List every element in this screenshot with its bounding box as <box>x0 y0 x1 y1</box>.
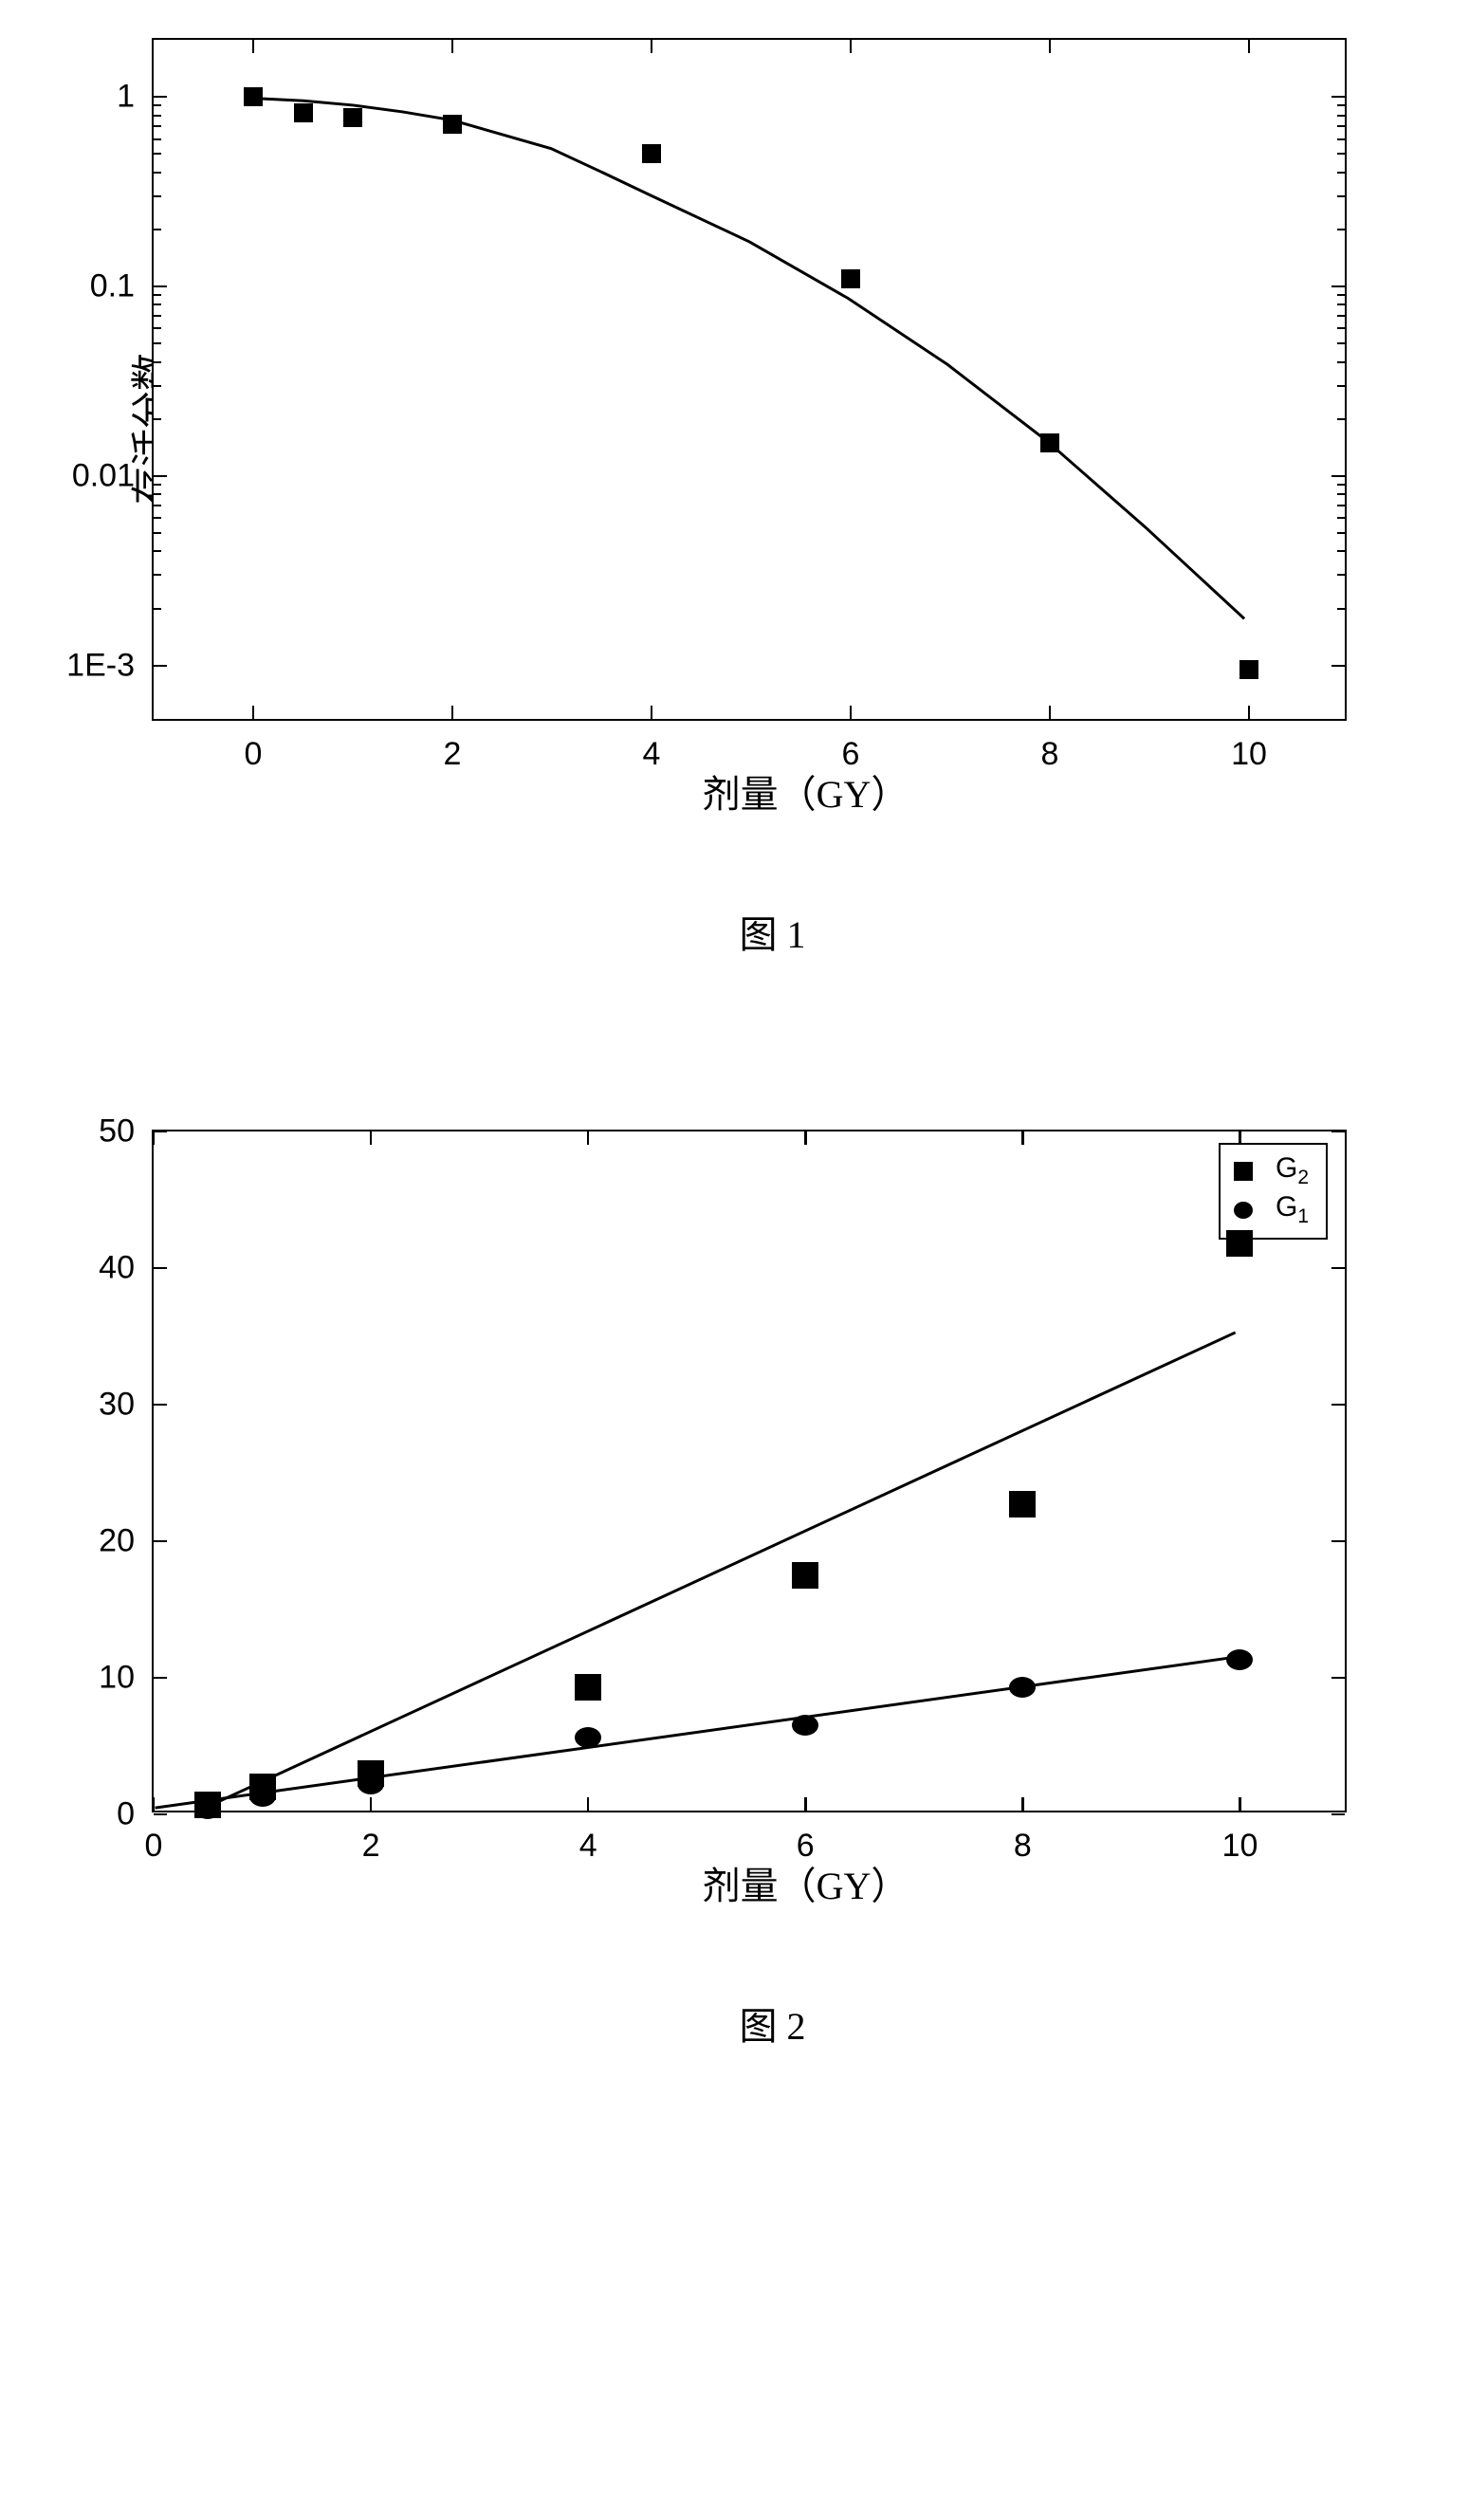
square-marker-icon <box>1234 1162 1253 1181</box>
chart-2-g1-point <box>249 1786 276 1807</box>
chart-2-g1-point <box>575 1727 601 1748</box>
chart-2-xtick-label: 8 <box>1014 1811 1032 1865</box>
chart-1-curve <box>154 40 1345 719</box>
chart-2-ytick-label: 30 <box>99 1387 154 1424</box>
chart-2-g1-point <box>1226 1649 1253 1670</box>
chart-2-ytick-label: 0 <box>117 1796 154 1833</box>
chart-2-ytick-label: 50 <box>99 1113 154 1150</box>
chart-2-xtick-label: 6 <box>797 1811 815 1865</box>
chart-2-plot-area: G2G1 024681001020304050 <box>152 1130 1347 1812</box>
chart-2-legend: G2G1 <box>1219 1143 1328 1240</box>
chart-1-xtick-label: 8 <box>1041 719 1059 773</box>
chart-1-xlabel: 剂量（GY） <box>228 763 1384 819</box>
chart-2-g2-point <box>1009 1491 1036 1518</box>
chart-2-xtick-label: 4 <box>579 1811 597 1865</box>
chart-1-data-point <box>841 269 860 288</box>
chart-1-data-point <box>642 144 661 163</box>
chart-1-xtick-label: 6 <box>842 719 860 773</box>
chart-2-xtick-label: 2 <box>362 1811 380 1865</box>
legend-label: G1 <box>1276 1191 1309 1228</box>
chart-2-g2-point <box>575 1674 601 1701</box>
figure-1-caption: 图 1 <box>133 904 1412 959</box>
chart-1-xtick-label: 10 <box>1231 719 1267 773</box>
circle-marker-icon <box>1234 1202 1253 1219</box>
chart-2-xtick-label: 10 <box>1222 1811 1258 1865</box>
chart-1-data-point <box>1239 660 1258 679</box>
chart-1-xtick-label: 4 <box>643 719 661 773</box>
chart-1-data-point <box>443 115 462 134</box>
chart-2-ytick-label: 20 <box>99 1523 154 1560</box>
chart-2-g1-point <box>194 1798 221 1819</box>
chart-2-g2-point <box>792 1562 818 1589</box>
chart-2-g1-point <box>792 1715 818 1736</box>
chart-2-ytick-label: 10 <box>99 1660 154 1697</box>
chart-1-plot-area: 024681010.10.011E-3 <box>152 38 1347 721</box>
chart-1-ytick-label: 1E-3 <box>66 647 154 684</box>
figure-2: 染色单体断裂/细胞 G2G1 024681001020304050 剂量（GY）… <box>57 1130 1412 2051</box>
legend-item: G2 <box>1234 1152 1309 1189</box>
figure-1: 存活分数 024681010.10.011E-3 剂量（GY） 图 1 <box>57 38 1412 959</box>
chart-2-wrapper: 染色单体断裂/细胞 G2G1 024681001020304050 剂量（GY） <box>152 1130 1384 1910</box>
chart-1-xtick-label: 2 <box>444 719 462 773</box>
chart-1-data-point <box>294 103 313 122</box>
chart-2-g1-point <box>1009 1677 1036 1698</box>
chart-2-g1-point <box>358 1774 384 1794</box>
chart-1-wrapper: 存活分数 024681010.10.011E-3 剂量（GY） <box>152 38 1384 819</box>
chart-2-ytick-label: 40 <box>99 1250 154 1287</box>
chart-1-xtick-label: 0 <box>245 719 263 773</box>
chart-2-lines <box>154 1131 1345 1811</box>
chart-2-g2-point <box>1226 1230 1253 1257</box>
chart-1-data-point <box>1040 433 1059 452</box>
figure-2-caption: 图 2 <box>133 1996 1412 2051</box>
chart-1-data-point <box>343 108 362 127</box>
legend-item: G1 <box>1234 1191 1309 1228</box>
chart-1-ytick-label: 0.01 <box>72 457 154 494</box>
chart-1-ytick-label: 0.1 <box>90 268 154 305</box>
chart-1-ytick-label: 1 <box>117 79 154 116</box>
legend-label: G2 <box>1276 1152 1309 1189</box>
chart-1-data-point <box>244 87 263 106</box>
